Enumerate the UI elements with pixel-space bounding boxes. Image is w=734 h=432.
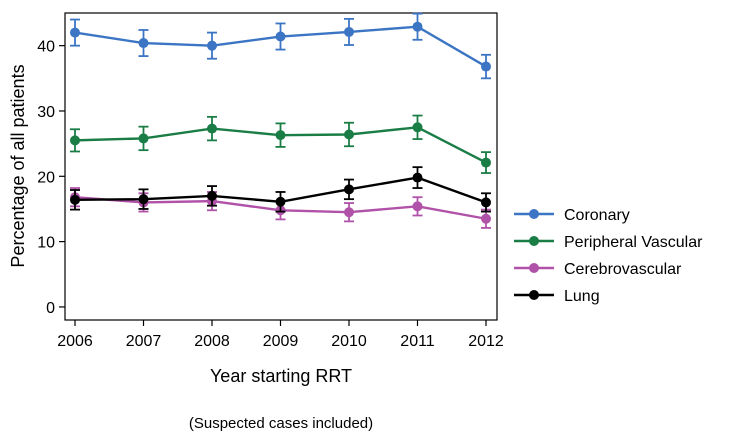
data-point — [481, 61, 491, 72]
y-tick-label: 0 — [46, 300, 55, 317]
y-axis-label: Percentage of all patients — [8, 64, 28, 267]
x-tick-label: 2011 — [400, 333, 435, 350]
legend-label: Coronary — [564, 207, 630, 224]
data-point — [275, 196, 286, 207]
chart-caption: (Suspected cases included) — [189, 415, 373, 432]
data-point — [344, 129, 354, 140]
data-point — [275, 31, 286, 42]
x-tick-label: 2008 — [194, 333, 230, 350]
x-tick-label: 2006 — [57, 333, 93, 350]
data-point — [481, 213, 491, 224]
data-point — [207, 123, 217, 134]
legend-item: Lung — [514, 288, 600, 305]
data-point — [138, 133, 149, 144]
series-coronary — [70, 12, 491, 80]
legend-marker — [529, 236, 539, 246]
data-point — [275, 130, 286, 141]
plot-area — [64, 12, 498, 321]
x-tick-label: 2012 — [468, 333, 504, 350]
data-point — [344, 26, 354, 37]
data-point — [344, 184, 354, 195]
legend-marker — [529, 209, 539, 219]
y-axis: 0 10 20 30 40 — [37, 39, 65, 317]
legend-marker — [529, 263, 539, 273]
data-point — [412, 21, 423, 32]
data-point — [70, 135, 80, 146]
legend-marker — [529, 290, 539, 300]
data-point — [412, 201, 423, 212]
legend: Coronary Peripheral Vascular Cerebrovascul… — [514, 207, 703, 305]
legend-label: Peripheral Vascular — [564, 234, 703, 251]
y-tick-label: 10 — [37, 235, 55, 252]
x-tick-label: 2009 — [263, 333, 299, 350]
series-layer — [70, 12, 491, 229]
data-point — [481, 197, 491, 208]
y-tick-label: 20 — [37, 169, 55, 186]
legend-item: Cerebrovascular — [514, 261, 682, 278]
x-tick-label: 2010 — [331, 333, 367, 350]
legend-label: Lung — [564, 288, 600, 305]
data-point — [70, 27, 80, 38]
y-tick-label: 30 — [37, 104, 55, 121]
series-peripheral-vascular — [70, 114, 491, 174]
x-axis-label: Year starting RRT — [210, 366, 352, 386]
data-point — [344, 207, 354, 218]
data-point — [481, 157, 491, 168]
x-axis: 2006 2007 2008 2009 2010 2011 2012 — [57, 320, 504, 350]
data-point — [412, 122, 423, 133]
series-lung — [70, 166, 491, 213]
legend-label: Cerebrovascular — [564, 261, 682, 278]
legend-item: Coronary — [514, 207, 630, 224]
legend-item: Peripheral Vascular — [514, 234, 703, 251]
data-point — [207, 40, 217, 51]
data-point — [138, 194, 149, 205]
data-point — [412, 172, 423, 183]
y-tick-label: 40 — [37, 39, 55, 56]
data-point — [207, 190, 217, 201]
data-point — [138, 38, 149, 49]
data-point — [70, 194, 80, 205]
x-tick-label: 2007 — [126, 333, 162, 350]
